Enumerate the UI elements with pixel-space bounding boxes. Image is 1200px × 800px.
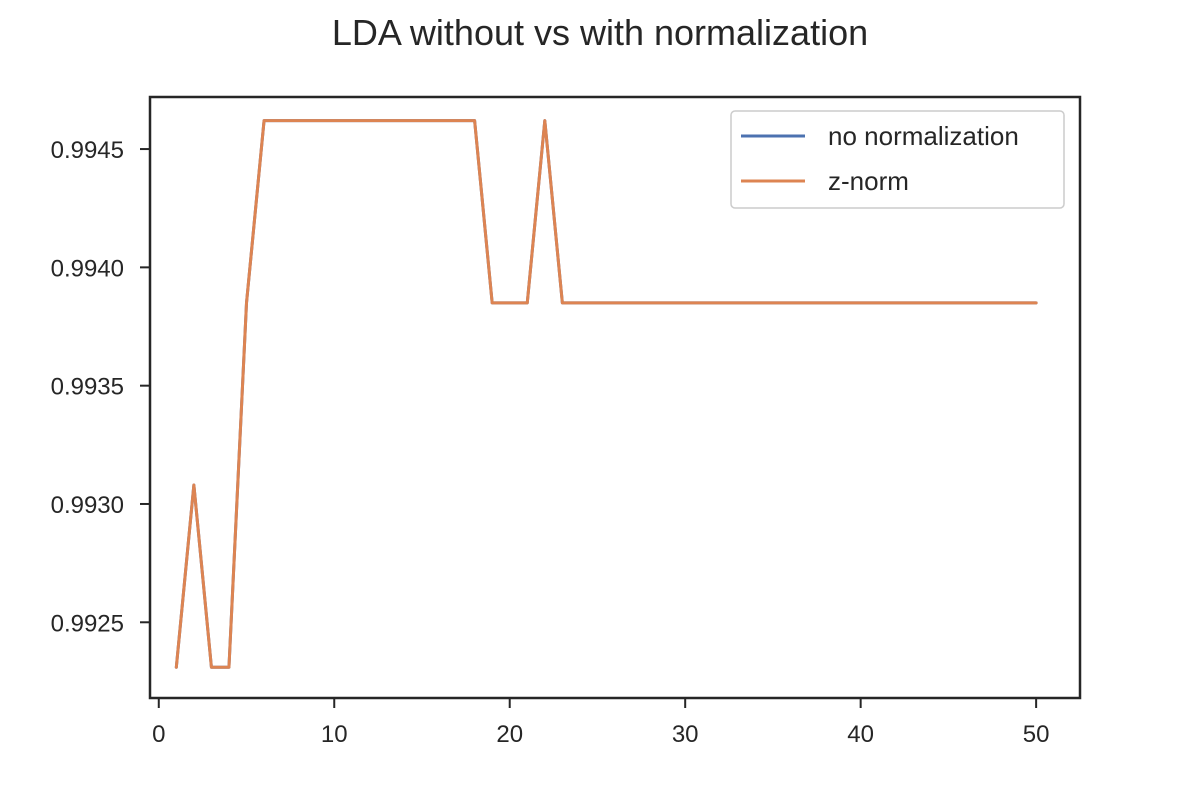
series-line-z-norm [174,119,1038,669]
y-tick-label: 0.9930 [51,492,124,519]
plot-frame [148,95,1082,700]
y-tick-label: 0.9925 [51,610,124,637]
legend-label-no-normalization: no normalization [828,121,1019,151]
axes-layer: 0 10 20 30 40 50 0.9925 0.9930 0.9935 0.9940 0.994… [51,95,1082,748]
legend-box [730,110,1065,209]
x-tick-label: 10 [321,721,348,748]
y-tick-label: 0.9940 [51,255,124,282]
chart-title: LDA without vs with normalization [331,12,869,53]
legend-label-z-norm: z-norm [828,166,909,196]
x-tick-label: 40 [847,721,874,748]
x-tick-label: 20 [496,721,523,748]
series-layer [174,119,1038,669]
x-tick-label: 30 [672,721,699,748]
y-tick-label: 0.9945 [51,137,124,164]
legend: no normalization z-norm [730,110,1065,209]
y-tick-label: 0.9935 [51,374,124,401]
x-tick-label: 0 [152,721,165,748]
x-tick-label: 50 [1023,721,1050,748]
